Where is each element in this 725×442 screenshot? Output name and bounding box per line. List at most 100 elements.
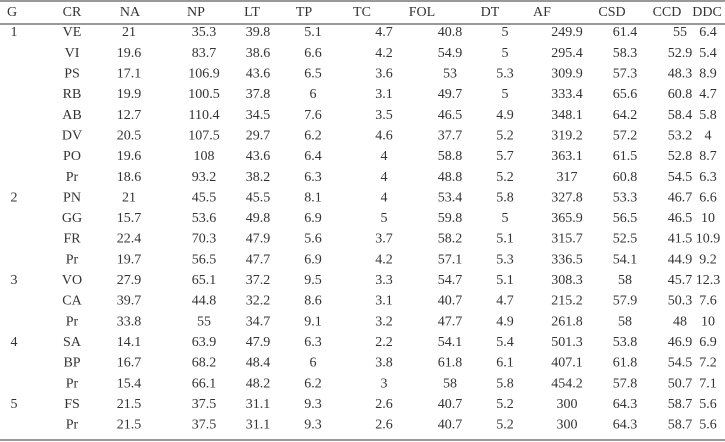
table-cell: 3 [11,273,18,288]
table-cell: 6 [310,356,317,371]
table-cell: 53.2 [668,128,693,143]
table-cell: 4 [11,335,18,350]
table-cell: 45.5 [246,190,271,205]
table-cell: 2.2 [375,335,393,350]
table-cell: 8.7 [699,149,717,164]
table-cell: 10.9 [696,232,721,247]
table-cell: 58.3 [613,46,638,61]
table-cell: 43.6 [246,67,271,82]
table-cell: 327.8 [551,190,583,205]
table-cell: 4.7 [496,294,514,309]
table-cell: 41.5 [668,232,693,247]
table-cell: 2.6 [375,397,393,412]
table-cell: 58.8 [438,149,463,164]
table-cell: 48.3 [668,67,693,82]
column-header: DDC [692,5,722,20]
table-cell: PS [64,67,80,82]
column-header: G [7,5,17,20]
table-cell: 46.7 [668,190,693,205]
table-cell: 5 [502,25,509,40]
table-cell: 54.1 [613,252,638,267]
table-cell: 45.7 [668,273,693,288]
table-cell: 68.2 [192,356,217,371]
table-cell: 37.7 [438,128,463,143]
table-cell: FR [63,232,81,247]
table-cell: 3 [381,376,388,391]
column-header: NP [187,5,205,20]
table-cell: 47.7 [246,252,271,267]
table-cell: 21.5 [117,418,142,433]
table-cell: 47.7 [438,314,463,329]
table-cell: 38.2 [246,170,271,185]
table-cell: RB [63,87,82,102]
table-cell: 40.7 [438,294,463,309]
table-cell: 58 [618,273,632,288]
table-cell: 6.1 [496,356,514,371]
table-cell: 58.7 [668,418,693,433]
table-cell: 407.1 [551,356,583,371]
table-cell: 6.9 [304,252,322,267]
table-cell: 4 [705,128,712,143]
table-cell: 61.4 [613,25,638,40]
table-cell: 22.4 [117,232,142,247]
table-cell: 61.8 [438,356,463,371]
table-cell: 37.2 [246,273,271,288]
table-cell: 4 [381,149,388,164]
table-cell: 5.2 [496,128,514,143]
table-cell: 21 [122,25,136,40]
table-cell: 4.9 [496,108,514,123]
table-cell: 4.7 [699,87,717,102]
table-cell: 501.3 [551,335,583,350]
table-cell: GG [62,211,82,226]
table-cell: 33.8 [117,314,142,329]
table-cell: 5.6 [304,232,322,247]
table-cell: 3.5 [375,108,393,123]
table-cell: 44.8 [192,294,217,309]
table-cell: 46.5 [668,211,693,226]
table-cell: 21 [122,190,136,205]
table-cell: 6.2 [304,376,322,391]
table-cell: 58 [618,314,632,329]
table-cell: Pr [66,376,79,391]
table-cell: 38.6 [246,46,271,61]
table-cell: 39.7 [117,294,142,309]
table-cell: 3.6 [375,67,393,82]
table-cell: 55 [673,25,687,40]
table-cell: 20.5 [117,128,142,143]
table-cell: 45.5 [192,190,217,205]
table-cell: 57.3 [613,67,638,82]
table-cell: 5.3 [496,252,514,267]
table-cell: 19.9 [117,87,142,102]
table-cell: 65.1 [192,273,217,288]
table-cell: 8.6 [304,294,322,309]
table-cell: 19.6 [117,149,142,164]
table-cell: 34.7 [246,314,271,329]
table-cell: 4.7 [375,25,393,40]
table-cell: 83.7 [192,46,217,61]
table-cell: PO [63,149,81,164]
table-cell: VI [65,46,80,61]
table-cell: 56.5 [613,211,638,226]
table-cell: 53.8 [613,335,638,350]
table-cell: 5.1 [304,25,322,40]
table-cell: AB [62,108,81,123]
table-cell: 5 [502,46,509,61]
table-cell: 40.7 [438,397,463,412]
table-cell: 10 [701,314,715,329]
column-header: TC [353,5,371,20]
table-cell: 46.5 [438,108,463,123]
table-cell: 7.2 [699,356,717,371]
table-cell: 7.6 [699,294,717,309]
table-cell: 93.2 [192,170,217,185]
table-cell: 6.3 [699,170,717,185]
table-cell: 107.5 [188,128,220,143]
table-cell: 39.8 [246,25,271,40]
table-cell: 5.1 [496,232,514,247]
table-cell: 6 [310,87,317,102]
table-cell: 4.9 [496,314,514,329]
table-cell: DV [62,128,82,143]
table-cell: 2 [11,190,18,205]
table-cell: 4 [381,170,388,185]
table-cell: 106.9 [188,67,220,82]
table-cell: 27.9 [117,273,142,288]
